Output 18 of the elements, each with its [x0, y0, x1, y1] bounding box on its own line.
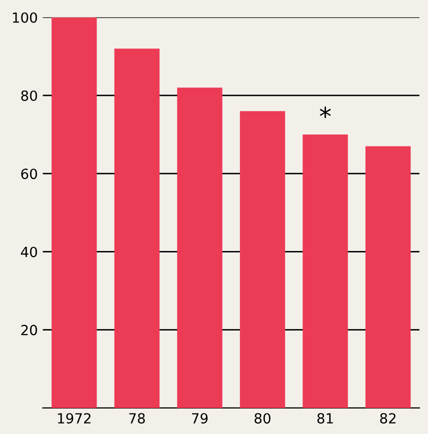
bar — [177, 88, 222, 408]
x-tick-label: 78 — [129, 413, 145, 424]
bar — [302, 134, 348, 408]
y-tick-label: 60 — [21, 168, 38, 180]
x-tick-label: 81 — [317, 413, 333, 424]
y-tick-label: 80 — [21, 90, 38, 101]
x-tick-label: 1972 — [58, 413, 90, 424]
annotation: * — [320, 106, 331, 118]
bar — [52, 17, 97, 408]
x-tick-label: 79 — [192, 413, 208, 424]
y-tick-label: 20 — [21, 324, 38, 336]
bar — [114, 48, 160, 408]
y-tick-label: 40 — [20, 246, 38, 258]
x-tick-label: 80 — [254, 413, 270, 424]
x-tick-label: 82 — [380, 413, 396, 424]
bar — [240, 111, 286, 408]
bar — [365, 146, 411, 408]
y-tick-label: 100 — [12, 12, 38, 23]
